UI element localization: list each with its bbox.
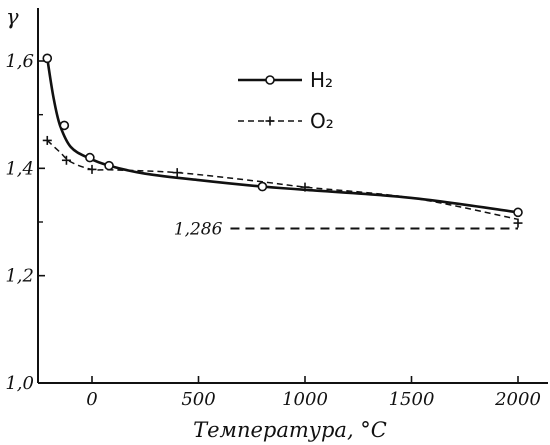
y-tick-label: 1,2 (5, 266, 34, 287)
legend-label-o2: O₂ (310, 109, 334, 133)
x-tick-label: 1500 (389, 389, 435, 410)
legend: H₂ O₂ (238, 68, 334, 133)
ticks: 0 500 1000 1500 2000 1,0 1,2 1,4 1,6 (5, 51, 541, 410)
data-point (42, 53, 53, 64)
data-point (300, 182, 310, 192)
data-point (42, 135, 52, 145)
data-point (59, 120, 70, 131)
data-point (513, 207, 523, 218)
x-tick-label: 0 (86, 389, 97, 410)
legend-label-h2: H₂ (310, 68, 333, 92)
series-h2 (42, 53, 523, 218)
data-point (257, 181, 268, 192)
legend-marker-h2 (265, 75, 275, 85)
x-tick-label: 2000 (494, 389, 541, 410)
y-tick-label: 1,4 (5, 158, 34, 179)
y-axis-label: γ (6, 5, 19, 29)
axes (37, 8, 548, 384)
legend-marker-o2 (265, 116, 275, 126)
data-point (87, 164, 97, 174)
data-point (513, 218, 523, 228)
data-point (61, 155, 71, 165)
annotation-layer: 1,286 (174, 219, 518, 239)
x-tick-label: 500 (181, 389, 215, 410)
series-line (46, 58, 519, 214)
series-o2 (42, 135, 523, 228)
x-axis-label: Температура, °С (193, 418, 387, 442)
series-layer (42, 53, 523, 228)
y-tick-label: 1,0 (5, 373, 34, 394)
series-line (46, 139, 519, 221)
x-tick-label: 1000 (282, 389, 328, 410)
data-point (85, 152, 95, 163)
limit-label: 1,286 (174, 219, 223, 239)
y-tick-label: 1,6 (5, 51, 34, 72)
data-point (172, 168, 182, 178)
data-point (104, 160, 114, 171)
